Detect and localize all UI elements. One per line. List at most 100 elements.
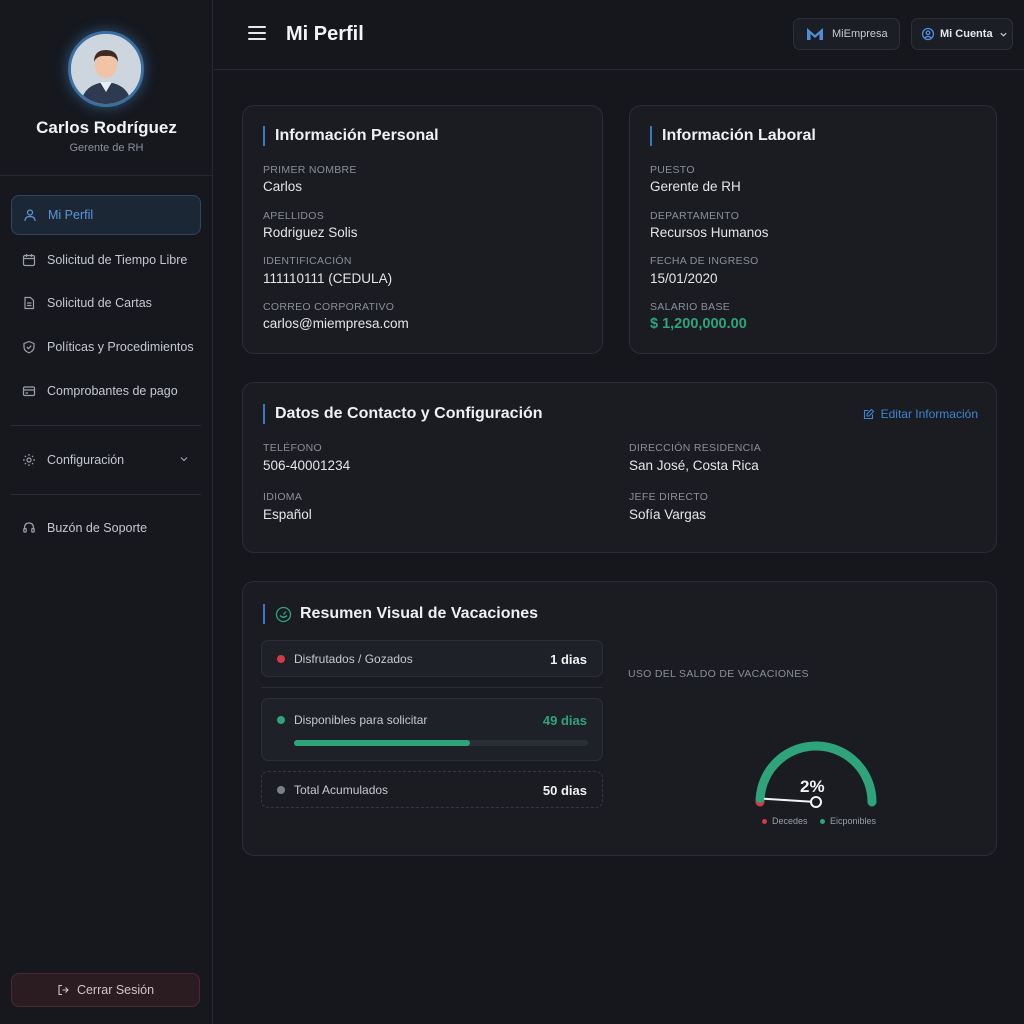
chart-caption: Uso del saldo de vacaciones: [628, 668, 809, 680]
sidebar-divider: [11, 494, 201, 495]
stat-label: Disponibles para solicitar: [294, 713, 428, 727]
legend-item-available: Eicponibles: [820, 816, 876, 826]
calendar-icon: [22, 253, 36, 267]
status-dot: [277, 655, 285, 663]
salary-value: $ 1,200,000.00: [650, 316, 747, 332]
id-value: 111110111 (CEDULA): [263, 271, 393, 286]
account-label: Mi Cuenta: [940, 28, 993, 40]
avatar: [68, 31, 144, 107]
email-value: carlos@miempresa.com: [263, 316, 409, 331]
position-value: Gerente de RH: [650, 179, 741, 194]
logout-button[interactable]: Cerrar Sesión: [11, 973, 200, 1007]
department-label: Departamento: [650, 210, 740, 222]
gauge-segment-available: [755, 741, 877, 807]
first-name-value: Carlos: [263, 179, 303, 194]
edit-info-link[interactable]: Editar Información: [863, 407, 978, 421]
stat-label: Disfrutados / Gozados: [294, 652, 413, 666]
phone-label: Teléfono: [263, 442, 322, 454]
card-title: Datos de Contacto y Configuración: [263, 404, 543, 424]
id-label: Identificación: [263, 255, 352, 267]
address-label: Dirección residencia: [629, 442, 762, 454]
stat-value: 50 dias: [542, 783, 587, 798]
vacation-gauge-icon: [275, 606, 292, 623]
vacation-title: Resumen Visual de Vacaciones: [300, 605, 539, 622]
legend-swatch: [820, 818, 825, 824]
hamburger-menu-icon[interactable]: [248, 26, 266, 42]
available-progress-bar: [294, 740, 588, 746]
sidebar-item-comprobantes[interactable]: Comprobantes de pago: [11, 371, 201, 411]
logout-label: Cerrar Sesión: [76, 983, 155, 997]
profile-section: Carlos Rodríguez Gerente de RH: [0, 0, 212, 176]
manager-label: Jefe directo: [629, 491, 709, 503]
card-title: Información Personal: [263, 126, 439, 146]
stat-label: Total Acumulados: [294, 783, 389, 797]
department-value: Recursos Humanos: [650, 225, 769, 240]
legend-label: Eicponibles: [830, 816, 877, 826]
sidebar-item-cartas[interactable]: Solicitud de Cartas: [11, 283, 201, 323]
edit-info-label: Editar Información: [880, 407, 978, 421]
stat-row-enjoyed: Disfrutados / Gozados 1 dias: [261, 640, 603, 677]
sidebar-item-soporte[interactable]: Buzón de Soporte: [11, 508, 201, 548]
legend-label: Decedes: [772, 816, 808, 826]
status-dot: [277, 786, 285, 794]
stat-value: 1 dias: [550, 652, 587, 667]
last-name-value: Rodriguez Solis: [263, 225, 358, 240]
salary-label: Salario base: [650, 301, 731, 313]
sidebar-item-label: Mi Perfil: [48, 208, 94, 222]
sidebar: Carlos Rodríguez Gerente de RH Mi Perfil…: [0, 0, 213, 1024]
logout-icon: [57, 984, 69, 996]
account-icon: [921, 27, 935, 41]
contact-card: Datos de Contacto y Configuración Editar…: [242, 382, 997, 553]
gauge-needle: [764, 797, 817, 803]
page-title: Mi Perfil: [286, 23, 364, 45]
vacation-summary-card: Resumen Visual de Vacaciones Disfrutados…: [242, 581, 997, 856]
hire-date-label: Fecha de ingreso: [650, 255, 759, 267]
personal-info-card: Información Personal Primer nombre Carlo…: [242, 105, 603, 354]
shield-icon: [22, 340, 36, 354]
progress-fill: [294, 740, 471, 746]
email-label: Correo corporativo: [263, 301, 395, 313]
legend-item-used: Decedes: [762, 816, 808, 826]
sidebar-item-politicas[interactable]: Políticas y Procedimientos: [11, 327, 201, 367]
phone-value: 506-40001234: [263, 458, 351, 473]
sidebar-item-label: Comprobantes de pago: [47, 384, 178, 398]
status-dot: [277, 716, 285, 724]
user-icon: [23, 208, 37, 222]
card-icon: [22, 384, 36, 398]
company-switcher[interactable]: MiEmpresa: [793, 18, 900, 50]
sidebar-item-mi-perfil[interactable]: Mi Perfil: [11, 195, 201, 235]
vacation-gauge-chart: [755, 741, 877, 808]
headset-icon: [22, 521, 36, 535]
sidebar-item-tiempo-libre[interactable]: Solicitud de Tiempo Libre: [11, 240, 201, 280]
company-name: MiEmpresa: [832, 28, 888, 40]
work-info-card: Información Laboral Puesto Gerente de RH…: [629, 105, 997, 354]
row-divider: [261, 687, 603, 688]
stat-row-total: Total Acumulados 50 dias: [261, 771, 603, 808]
address-value: San José, Costa Rica: [629, 458, 759, 473]
edit-icon: [863, 408, 875, 420]
profile-role: Gerente de RH: [69, 142, 144, 154]
profile-name: Carlos Rodríguez: [36, 118, 177, 137]
stat-row-available: Disponibles para solicitar 49 dias: [261, 698, 603, 761]
sidebar-item-label: Solicitud de Tiempo Libre: [47, 253, 188, 267]
sidebar-item-label: Configuración: [47, 453, 125, 467]
stat-value: 49 dias: [542, 713, 587, 728]
sidebar-item-label: Solicitud de Cartas: [47, 296, 152, 310]
sidebar-item-label: Políticas y Procedimientos: [47, 340, 194, 354]
account-menu[interactable]: Mi Cuenta: [911, 18, 1013, 50]
last-name-label: Apellidos: [263, 210, 325, 222]
legend-swatch: [762, 818, 767, 824]
sidebar-item-label: Buzón de Soporte: [47, 521, 148, 535]
gear-icon: [22, 453, 36, 467]
top-header: Mi Perfil MiEmpresa Mi Cuenta: [214, 0, 1024, 70]
sidebar-item-configuracion[interactable]: Configuración: [11, 440, 201, 480]
hire-date-value: 15/01/2020: [650, 271, 718, 286]
sidebar-divider: [11, 425, 201, 426]
card-title: Información Laboral: [650, 126, 816, 146]
chevron-down-icon: [999, 30, 1008, 39]
manager-value: Sofía Vargas: [629, 507, 707, 522]
chevron-down-icon: [179, 453, 189, 467]
gauge-hub: [810, 796, 822, 808]
language-value: Español: [263, 507, 312, 522]
company-logo-icon: [806, 27, 824, 41]
